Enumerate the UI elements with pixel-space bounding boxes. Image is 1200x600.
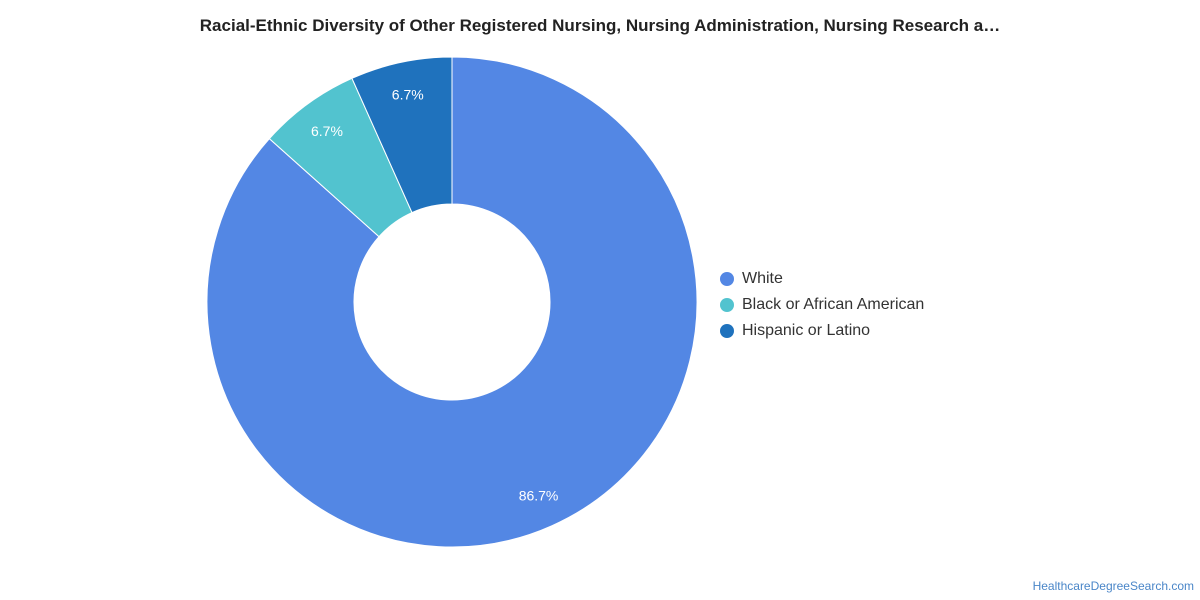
data-label-white: 86.7% (519, 488, 559, 504)
legend-label: White (742, 270, 783, 287)
legend-item-black-or-african-american[interactable]: Black or African American (720, 292, 924, 318)
legend-marker (720, 272, 734, 286)
data-label-black-or-african-american: 6.7% (311, 123, 343, 139)
legend-label: Black or African American (742, 296, 925, 313)
chart-legend: White Black or African American Hispanic o… (720, 266, 924, 344)
slice-white[interactable] (206, 56, 698, 548)
legend-item-hispanic-or-latino[interactable]: Hispanic or Latino (720, 318, 924, 344)
legend-marker (720, 298, 734, 312)
chart-title: Racial-Ethnic Diversity of Other Registe… (199, 16, 1001, 35)
legend-item-white[interactable]: White (720, 266, 924, 292)
source-link[interactable]: HealthcareDegreeSearch.com (1032, 579, 1194, 593)
chart-slices (206, 56, 698, 548)
data-label-hispanic-or-latino: 6.7% (392, 87, 424, 103)
chart-data-labels: 86.7% 6.7% 6.7% (311, 87, 558, 504)
legend-label: Hispanic or Latino (742, 322, 871, 339)
slice-hispanic-or-latino[interactable] (351, 56, 453, 214)
legend-marker (720, 324, 734, 338)
